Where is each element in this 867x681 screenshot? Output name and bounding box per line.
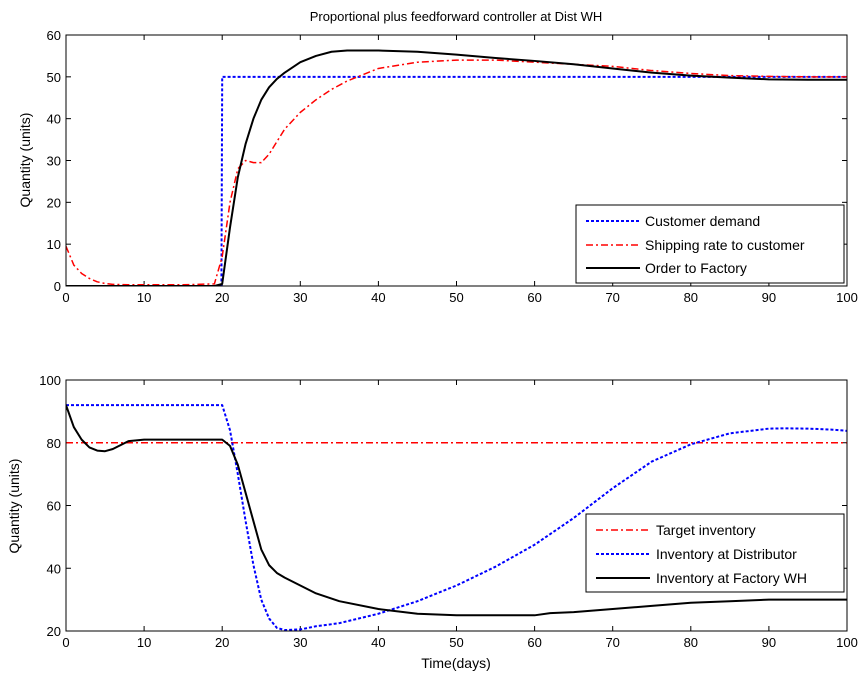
y-tick-label-top-5: 50	[47, 70, 61, 85]
x-tick-label-top-8: 80	[684, 290, 698, 305]
x-tick-label-bottom-9: 90	[762, 635, 776, 650]
legend-label-shipping-rate: Shipping rate to customer	[645, 237, 805, 253]
subplot-top: Proportional plus feedforward controller…	[17, 9, 858, 305]
x-tick-label-bottom-2: 20	[215, 635, 229, 650]
x-tick-label-top-1: 10	[137, 290, 151, 305]
x-tick-label-bottom-5: 50	[449, 635, 463, 650]
x-tick-label-bottom-7: 70	[605, 635, 619, 650]
subplot-bottom: Quantity (units) Time(days) 0 10 20 30 40 50 6…	[6, 373, 858, 671]
legend-label-inventory-distributor: Inventory at Distributor	[656, 546, 797, 562]
x-tick-label-top-3: 30	[293, 290, 307, 305]
x-tick-label-bottom-6: 60	[527, 635, 541, 650]
x-tick-label-top-2: 20	[215, 290, 229, 305]
legend-bottom: Target inventory Inventory at Distributo…	[585, 513, 845, 593]
ticks-top: 0 10 20 30 40 50 60 70 80 90 100 0 10 20 30 40 50 60	[47, 28, 858, 305]
x-tick-label-bottom-10: 100	[836, 635, 858, 650]
series-line-top-shipping-rate-to-customer	[66, 59, 847, 286]
y-tick-label-top-6: 60	[47, 28, 61, 43]
x-tick-label-bottom-3: 30	[293, 635, 307, 650]
series-line-bottom-inventory-at-factory-wh	[66, 404, 847, 617]
x-tick-label-top-10: 100	[836, 290, 858, 305]
x-tick-label-top-7: 70	[605, 290, 619, 305]
x-tick-label-bottom-8: 80	[684, 635, 698, 650]
y-axis-label-bottom: Quantity (units)	[6, 459, 22, 554]
x-axis-label-bottom: Time(days)	[421, 655, 491, 671]
series-line-top-customer-demand	[66, 75, 847, 286]
legend-label-target-inventory: Target inventory	[656, 522, 756, 538]
chart-title: Proportional plus feedforward controller…	[310, 9, 603, 24]
axes-box-bottom	[65, 379, 848, 632]
x-tick-label-bottom-0: 0	[62, 635, 69, 650]
y-tick-label-top-2: 20	[47, 195, 61, 210]
x-tick-label-top-0: 0	[62, 290, 69, 305]
y-tick-label-bottom-3: 80	[47, 436, 61, 451]
y-tick-label-top-4: 40	[47, 112, 61, 127]
series-line-top-order-to-factory	[66, 49, 847, 286]
x-tick-label-bottom-1: 10	[137, 635, 151, 650]
legend-label-order-to-factory: Order to Factory	[645, 260, 747, 276]
x-tick-label-top-6: 60	[527, 290, 541, 305]
axes-box-top	[65, 34, 848, 287]
y-tick-label-bottom-1: 40	[47, 561, 61, 576]
x-tick-label-bottom-4: 40	[371, 635, 385, 650]
ticks-bottom: 0 10 20 30 40 50 60 70 80 90 100 20 40 60 80 100	[39, 373, 858, 650]
series-lines-bottom	[66, 404, 847, 631]
x-tick-label-top-4: 40	[371, 290, 385, 305]
series-line-bottom-inventory-at-distributor	[66, 404, 847, 631]
x-tick-label-top-5: 50	[449, 290, 463, 305]
y-tick-label-bottom-4: 100	[39, 373, 61, 388]
legend-top: Customer demand Shipping rate to custome…	[575, 204, 845, 284]
y-tick-label-bottom-0: 20	[47, 624, 61, 639]
y-tick-label-top-1: 10	[47, 237, 61, 252]
series-lines-top	[66, 49, 847, 286]
x-tick-label-top-9: 90	[762, 290, 776, 305]
legend-box-top	[575, 204, 845, 284]
y-tick-label-top-0: 0	[54, 279, 61, 294]
legend-label-inventory-factory: Inventory at Factory WH	[656, 570, 807, 586]
legend-label-customer-demand: Customer demand	[645, 213, 760, 229]
plot-area-bottom	[66, 380, 847, 631]
y-tick-label-bottom-2: 60	[47, 499, 61, 514]
y-tick-label-top-3: 30	[47, 154, 61, 169]
y-axis-label-top: Quantity (units)	[17, 113, 33, 208]
